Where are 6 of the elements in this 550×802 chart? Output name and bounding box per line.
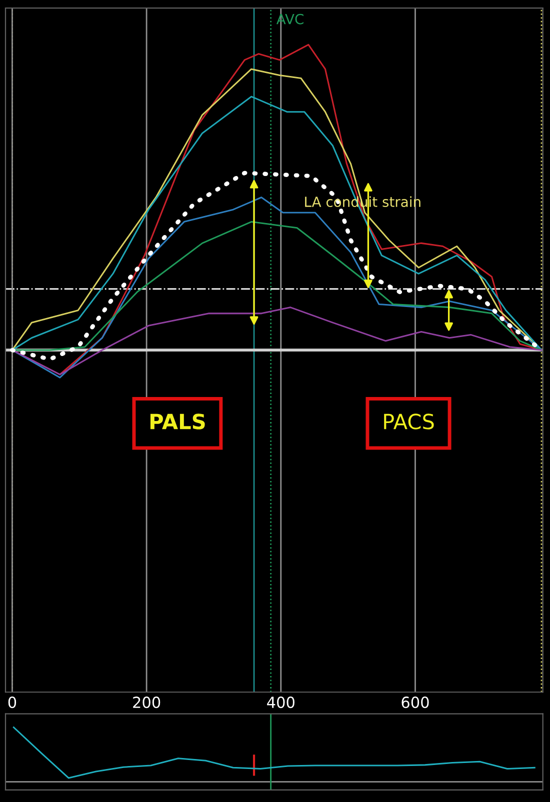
x-tick-label: 600 — [402, 696, 429, 708]
x-tick-label: 200 — [133, 696, 160, 708]
x-tick-label: 0 — [8, 696, 16, 708]
text: PACS — [384, 414, 434, 430]
x-tick-label: 400 — [267, 696, 294, 708]
text: PALS — [150, 414, 205, 430]
